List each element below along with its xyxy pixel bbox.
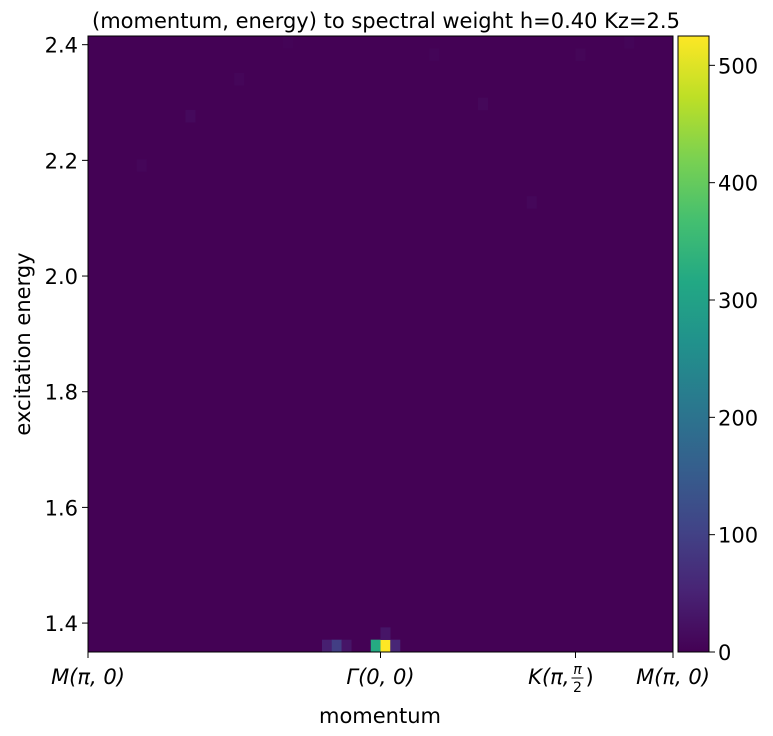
x-axis-ticks: M(π, 0) Γ(0, 0) K(π, π 2) M(π, 0) bbox=[51, 652, 710, 696]
y-tick-label: 1.8 bbox=[45, 381, 78, 405]
heatmap-cell bbox=[370, 639, 381, 653]
heatmap-background bbox=[88, 36, 673, 652]
y-tick-label: 1.4 bbox=[45, 612, 78, 636]
heatmap-cell bbox=[341, 639, 352, 653]
heatmap-cell bbox=[331, 639, 342, 653]
x-tick-label: K(π, π 2) bbox=[528, 662, 594, 696]
colorbar bbox=[677, 35, 710, 653]
x-tick-fraction-numerator: π bbox=[573, 662, 582, 678]
colorbar-ticks: 0 100 200 300 400 500 bbox=[709, 54, 758, 665]
x-axis-label: momentum bbox=[319, 704, 441, 728]
x-tick-fraction-denominator: 2 bbox=[573, 680, 582, 696]
heatmap-cell bbox=[624, 36, 635, 49]
x-tick-label-text: K(π, bbox=[528, 665, 569, 689]
y-tick-label: 2.4 bbox=[45, 34, 78, 58]
heatmap-cell bbox=[575, 48, 586, 61]
heatmap-cell bbox=[322, 639, 333, 653]
y-tick-label: 1.6 bbox=[45, 496, 78, 520]
heatmap-cell bbox=[380, 627, 391, 640]
x-tick-label-text: M(π, 0) bbox=[51, 665, 125, 689]
heatmap-cell bbox=[185, 109, 196, 123]
heatmap-cell bbox=[234, 72, 245, 86]
chart-title: (momentum, energy) to spectral weight h=… bbox=[92, 9, 680, 33]
colorbar-tick-label: 300 bbox=[718, 289, 758, 313]
x-tick-label-text: Γ(0, 0) bbox=[346, 665, 414, 689]
heatmap-cell bbox=[283, 36, 294, 49]
y-tick-label: 2.0 bbox=[45, 265, 78, 289]
x-tick-label-tail: ) bbox=[585, 665, 593, 689]
heatmap-cell bbox=[390, 639, 401, 653]
colorbar-tick-label: 500 bbox=[718, 54, 758, 78]
colorbar-tick-label: 400 bbox=[718, 172, 758, 196]
x-tick-label: M(π, 0) bbox=[51, 665, 125, 689]
y-axis-ticks: 1.4 1.6 1.8 2.0 2.2 2.4 bbox=[45, 34, 88, 636]
heatmap-cells bbox=[88, 36, 673, 653]
colorbar-tick-label: 0 bbox=[718, 641, 731, 665]
colorbar-tick-label: 200 bbox=[718, 406, 758, 430]
y-tick-label: 2.2 bbox=[45, 149, 78, 173]
heatmap-cell bbox=[136, 159, 147, 172]
x-tick-label: M(π, 0) bbox=[636, 665, 710, 689]
colorbar-tick-label: 100 bbox=[718, 524, 758, 548]
y-axis-label: excitation energy bbox=[11, 252, 35, 435]
heatmap-cell bbox=[526, 196, 537, 209]
x-tick-label: Γ(0, 0) bbox=[346, 665, 414, 689]
heatmap-cell bbox=[429, 48, 440, 61]
heatmap-cell bbox=[478, 97, 489, 111]
heatmap-cell bbox=[380, 639, 391, 653]
x-tick-label-text: M(π, 0) bbox=[636, 665, 710, 689]
